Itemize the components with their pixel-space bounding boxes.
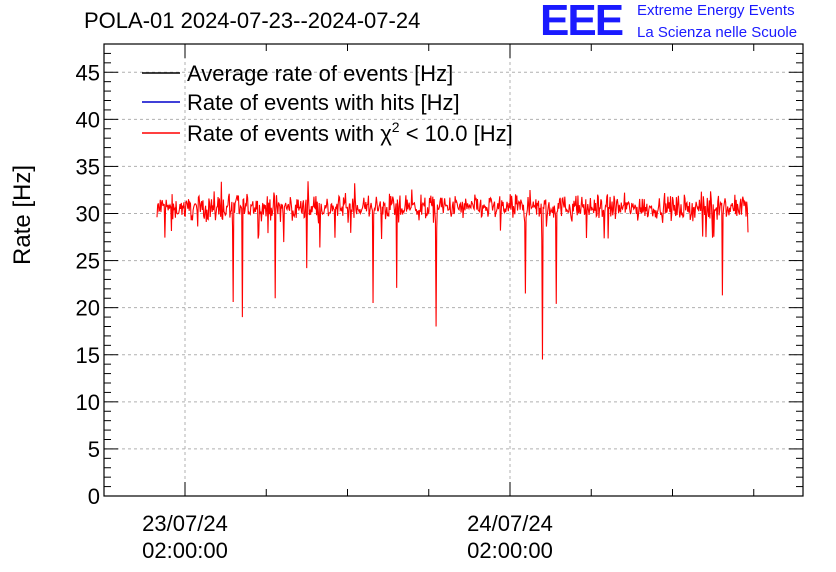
y-tick-label: 30 <box>76 202 100 227</box>
x-tick-label-date: 24/07/24 <box>467 511 553 536</box>
y-axis-label: Rate [Hz] <box>9 165 36 265</box>
y-tick-label: 25 <box>76 249 100 274</box>
x-tick-label-date: 23/07/24 <box>142 511 228 536</box>
logo-line-2: La Scienza nelle Scuole <box>637 24 798 41</box>
y-tick-label: 40 <box>76 107 100 132</box>
x-tick-label-time: 02:00:00 <box>142 538 228 563</box>
chart-title: POLA-01 2024-07-23--2024-07-24 <box>84 8 421 33</box>
legend-label: Average rate of events [Hz] <box>187 61 453 86</box>
y-tick-label: 35 <box>76 154 100 179</box>
y-tick-label: 5 <box>88 437 100 462</box>
series-line-chi2-rate <box>156 181 749 360</box>
y-tick-label: 45 <box>76 60 100 85</box>
logo-line-1: Extreme Energy Events <box>637 2 795 19</box>
y-tick-label: 20 <box>76 296 100 321</box>
legend-label: Rate of events with hits [Hz] <box>187 90 460 115</box>
eee-logo: EEE <box>540 0 624 45</box>
legend-label: Rate of events with χ2 < 10.0 [Hz] <box>187 119 513 146</box>
x-tick-label-time: 02:00:00 <box>467 538 553 563</box>
y-tick-label: 10 <box>76 390 100 415</box>
y-tick-label: 15 <box>76 343 100 368</box>
y-tick-label: 0 <box>88 484 100 509</box>
